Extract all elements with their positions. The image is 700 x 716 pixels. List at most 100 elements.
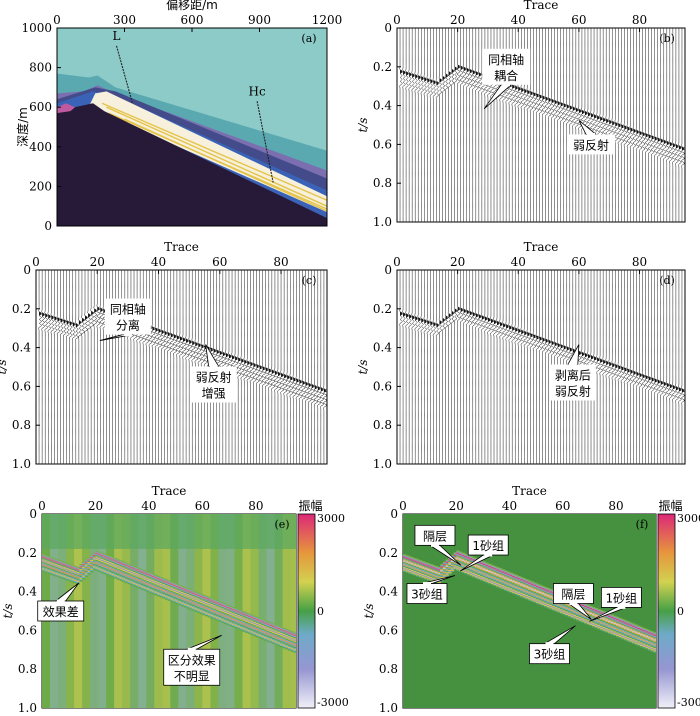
heatmap-cell <box>42 558 46 560</box>
heatmap-cell <box>637 632 641 635</box>
heatmap-cell <box>111 557 115 559</box>
wiggle-fill <box>317 386 320 391</box>
heatmap-cell <box>55 564 59 566</box>
heatmap-cell <box>645 636 649 638</box>
heatmap-cell <box>151 584 155 586</box>
heatmap-cell <box>648 636 652 638</box>
callout-f-2: 3砂组 <box>406 575 456 604</box>
heatmap-cell <box>263 637 268 639</box>
heatmap-cell <box>405 560 409 562</box>
heatmap-cell <box>616 633 620 636</box>
seismic-trace <box>322 270 327 464</box>
heatmap-cell <box>480 577 484 579</box>
seismic-trace <box>462 28 468 222</box>
heatmap-cell <box>632 639 636 641</box>
wiggle-fill <box>412 315 415 320</box>
heatmap-cell <box>279 626 284 629</box>
heatmap-cell <box>186 598 190 601</box>
x-tick-label: 80 <box>273 255 288 269</box>
heatmap-cell <box>250 627 254 630</box>
seismic-trace <box>644 270 649 464</box>
heatmap-cell <box>437 574 441 577</box>
heatmap-cell <box>466 558 471 560</box>
seismic-trace <box>283 270 288 464</box>
heatmap-cell <box>122 577 126 579</box>
heatmap-cell <box>90 571 94 573</box>
seismic-trace <box>185 270 190 464</box>
x-axis-label: Trace <box>524 0 559 12</box>
heatmap-cell <box>538 584 543 587</box>
heatmap-cell <box>247 629 252 631</box>
heatmap-cell <box>645 630 649 632</box>
heatmap-cell <box>119 567 123 569</box>
heatmap-cell <box>274 629 278 631</box>
x-tick-label: 60 <box>555 499 570 513</box>
heatmap-column <box>162 514 171 708</box>
heatmap-cell <box>189 597 193 599</box>
heatmap-cell <box>140 575 145 577</box>
heatmap-cell <box>231 624 236 627</box>
wiggle-fill <box>660 380 663 385</box>
heatmap-cell <box>421 566 425 568</box>
callout-joint <box>617 605 626 609</box>
heatmap-cell <box>76 575 81 578</box>
heatmap-cell <box>440 565 444 567</box>
heatmap-cell <box>472 567 476 570</box>
heatmap-cell <box>624 629 628 632</box>
heatmap-cell <box>207 602 212 605</box>
heatmap-cell <box>650 648 654 650</box>
heatmap-cell <box>403 555 407 557</box>
heatmap-cell <box>557 604 561 606</box>
heatmap-cell <box>485 569 489 572</box>
heatmap-cell <box>197 607 201 609</box>
heatmap-cell <box>71 567 75 569</box>
heatmap-cell <box>285 630 289 632</box>
heatmap-cell <box>424 573 428 576</box>
heatmap-cell <box>74 578 78 581</box>
heatmap-cell <box>290 632 294 634</box>
heatmap-cell <box>474 577 479 579</box>
wiggle-fill <box>262 366 265 371</box>
heatmap-cell <box>90 555 94 558</box>
heatmap-cell <box>600 619 604 622</box>
heatmap-cell <box>602 630 606 632</box>
wiggle-fill <box>560 344 563 349</box>
heatmap-cell <box>536 598 540 600</box>
heatmap-cell <box>541 601 545 603</box>
heatmap-cell <box>218 609 222 612</box>
heatmap-column <box>98 514 107 708</box>
heatmap-cell <box>290 631 294 633</box>
heatmap-cell <box>151 582 155 584</box>
heatmap-cell <box>613 615 617 618</box>
heatmap-cell <box>650 650 654 652</box>
heatmap-cell <box>255 632 260 634</box>
heatmap-cell <box>108 574 113 576</box>
heatmap-cell <box>624 637 628 639</box>
heatmap-cell <box>461 563 465 565</box>
wiggle-fill <box>494 320 497 325</box>
heatmap-cell <box>76 574 81 577</box>
heatmap-cell <box>621 628 625 631</box>
heatmap-cell <box>581 607 585 609</box>
heatmap-cell <box>231 608 236 610</box>
heatmap-cell <box>608 620 612 623</box>
heatmap-cell <box>448 564 452 567</box>
heatmap-cell <box>424 569 428 572</box>
heatmap-cell <box>405 568 409 570</box>
seismic-trace <box>292 270 297 464</box>
heatmap-cell <box>239 621 244 623</box>
heatmap-cell <box>461 570 465 573</box>
heatmap-cell <box>90 560 94 563</box>
seismic-trace <box>462 270 468 464</box>
heatmap-cell <box>245 625 249 627</box>
seismic-trace <box>623 270 628 464</box>
heatmap-cell <box>197 593 201 596</box>
heatmap-cell <box>213 618 217 620</box>
wiggle-fill <box>587 112 591 117</box>
heatmap-cell <box>506 573 511 576</box>
heatmap-cell <box>632 642 636 645</box>
heatmap-cell <box>261 619 265 621</box>
seismic-trace <box>669 270 674 464</box>
heatmap-cell <box>170 581 174 583</box>
